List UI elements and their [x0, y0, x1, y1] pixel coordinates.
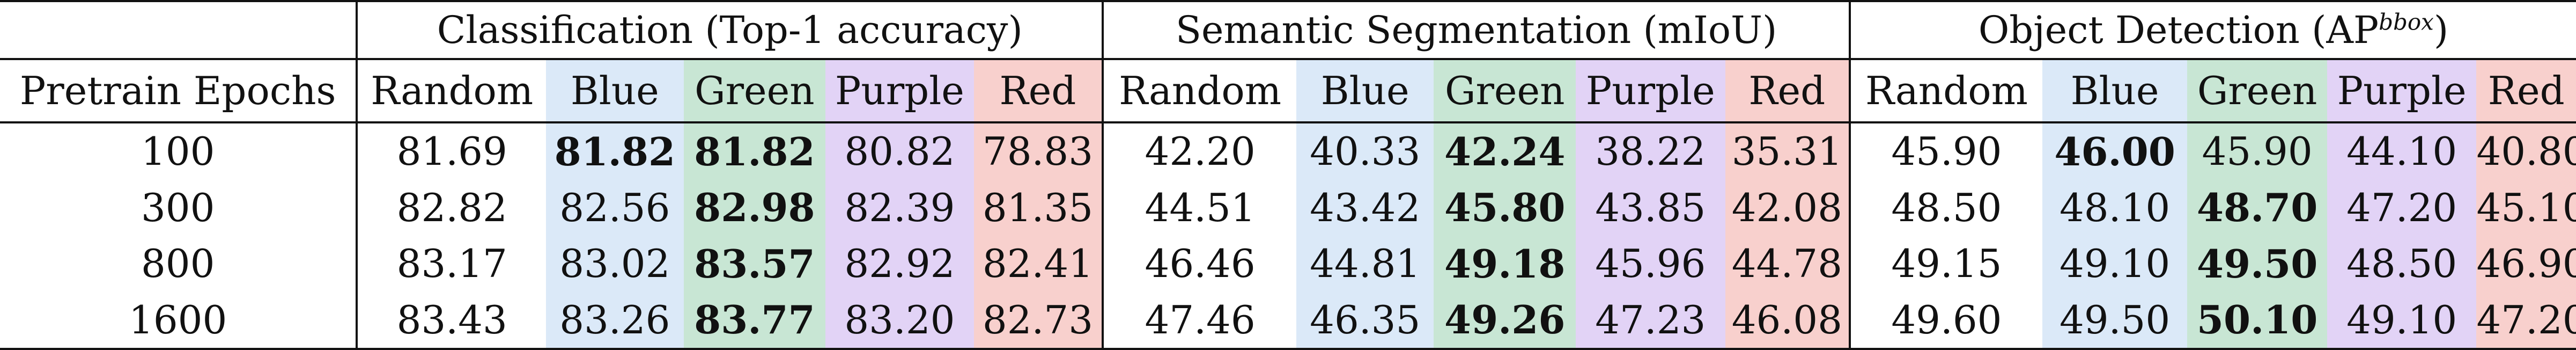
group-label-detection: Object Detection (AP — [1978, 8, 2379, 52]
cell-cls-red: 81.35 — [973, 179, 1104, 236]
cell-seg-blue: 44.81 — [1296, 235, 1434, 292]
cell-seg-random: 46.46 — [1145, 241, 1256, 287]
cell-det-purple: 44.10 — [2327, 122, 2477, 180]
cell-seg-green: 42.24 — [1434, 122, 1576, 180]
cell-seg-blue: 43.42 — [1296, 179, 1434, 236]
subheader-row: Pretrain Epochs Random Blue Green Purple Red… — [0, 59, 2576, 123]
cell-cls-red: 78.83 — [973, 122, 1104, 180]
cell-cls-green: 81.82 — [683, 122, 826, 180]
cell-det-random: 49.60 — [1850, 291, 2042, 350]
table-row: 800 83.17 83.02 83.57 82.92 82.41 46.46 44.81 49… — [0, 235, 2576, 292]
cell-cls-purple: 82.39 — [825, 179, 974, 236]
table-body: 100 81.69 81.82 81.82 80.82 78.83 42.20 40.33 42… — [0, 122, 2576, 350]
cell-seg-blue: 40.33 — [1296, 122, 1434, 180]
cell-cls-random: 83.43 — [357, 291, 547, 350]
cell-cls-green: 83.77 — [683, 291, 826, 350]
subheader-seg-random: Random — [1103, 59, 1296, 123]
cell-det-red: 40.80 — [2476, 122, 2576, 180]
subheader-cls-purple: Purple — [825, 59, 974, 123]
cell-cls-blue: 81.82 — [546, 122, 684, 180]
epoch-cell: 100 — [0, 122, 358, 180]
cell-seg-green: 45.80 — [1434, 179, 1576, 236]
cell-cls-purple: 82.92 — [825, 235, 974, 292]
subheader-cls-random: Random — [357, 59, 547, 123]
table-row: 1600 83.43 83.26 83.77 83.20 82.73 47.46 46.35 4… — [0, 291, 2576, 350]
cell-det-purple: 49.10 — [2327, 291, 2477, 350]
group-header-detection: Object Detection (APbbox) — [1850, 0, 2576, 60]
corner-cell — [0, 0, 358, 60]
cell-seg-red: 46.08 — [1725, 291, 1851, 350]
cell-seg-red: 35.31 — [1725, 122, 1851, 180]
cell-seg-purple: 38.22 — [1576, 122, 1725, 180]
subheader-det-red: Red — [2476, 59, 2576, 123]
cell-seg-blue: 46.35 — [1296, 291, 1434, 350]
cell-cls-red: 82.41 — [973, 235, 1104, 292]
subheader-seg-red: Red — [1725, 59, 1851, 123]
epoch-cell: 800 — [0, 235, 358, 292]
cell-det-red: 47.20 — [2476, 291, 2576, 350]
cell-det-green: 48.70 — [2187, 179, 2327, 236]
cell-seg-random: 42.20 — [1145, 129, 1256, 174]
cell-det-red: 46.90 — [2476, 235, 2576, 292]
cell-det-blue: 49.50 — [2042, 291, 2188, 350]
cell-cls-blue: 83.26 — [546, 291, 684, 350]
cell-cls-random: 83.17 — [396, 241, 507, 287]
epoch-cell: 300 — [0, 179, 358, 236]
group-label-segmentation: Semantic Segmentation (mIoU) — [1176, 8, 1777, 52]
cell-cls-red: 82.73 — [973, 291, 1104, 350]
cell-cls-random: 81.69 — [396, 129, 507, 174]
group-header-row: Classification (Top-1 accuracy) Semantic… — [0, 0, 2576, 60]
subheader-cls-blue: Blue — [546, 59, 684, 123]
cell-cls-green: 82.98 — [683, 179, 826, 236]
cell-cls-blue: 83.02 — [546, 235, 684, 292]
epoch-cell: 1600 — [0, 291, 358, 350]
cell-det-blue: 48.10 — [2042, 179, 2188, 236]
group-label-detection-sup: bbox — [2379, 9, 2434, 35]
cell-cls-purple: 80.82 — [825, 122, 974, 180]
cell-seg-red: 44.78 — [1725, 235, 1851, 292]
cell-det-random: 48.50 — [1891, 185, 2002, 230]
cell-seg-purple: 47.23 — [1576, 291, 1725, 350]
table-row: 100 81.69 81.82 81.82 80.82 78.83 42.20 40.33 42… — [0, 122, 2576, 180]
subheader-seg-purple: Purple — [1576, 59, 1725, 123]
cell-cls-blue: 82.56 — [546, 179, 684, 236]
cell-seg-green: 49.26 — [1434, 291, 1576, 350]
cell-det-red: 45.10 — [2476, 179, 2576, 236]
subheader-det-green: Green — [2187, 59, 2327, 123]
group-header-segmentation: Semantic Segmentation (mIoU) — [1103, 0, 1851, 60]
cell-det-green: 50.10 — [2187, 291, 2327, 350]
subheader-det-blue: Blue — [2042, 59, 2188, 123]
cell-det-green: 45.90 — [2187, 122, 2327, 180]
cell-seg-random: 44.51 — [1145, 185, 1256, 230]
subheader-cls-green: Green — [683, 59, 826, 123]
subheader-cls-red: Red — [973, 59, 1104, 123]
cell-seg-green: 49.18 — [1434, 235, 1576, 292]
cell-det-green: 49.50 — [2187, 235, 2327, 292]
subheader-seg-green: Green — [1434, 59, 1576, 123]
cell-det-purple: 48.50 — [2327, 235, 2477, 292]
cell-det-blue: 46.00 — [2042, 122, 2188, 180]
subheader-det-random: Random — [1850, 59, 2042, 123]
cell-det-blue: 49.10 — [2042, 235, 2188, 292]
subheader-det-purple: Purple — [2327, 59, 2477, 123]
pretrain-epochs-header: Pretrain Epochs — [0, 59, 358, 123]
cell-det-random: 45.90 — [1891, 129, 2002, 174]
table-row: 300 82.82 82.56 82.98 82.39 81.35 44.51 43.42 45… — [0, 179, 2576, 236]
cell-cls-random: 82.82 — [396, 185, 507, 230]
subheader-seg-blue: Blue — [1296, 59, 1434, 123]
cell-seg-purple: 45.96 — [1576, 235, 1725, 292]
cell-cls-green: 83.57 — [683, 235, 826, 292]
cell-cls-purple: 83.20 — [825, 291, 974, 350]
group-header-classification: Classification (Top-1 accuracy) — [357, 0, 1104, 60]
group-label-detection-suffix: ) — [2433, 8, 2449, 52]
cell-seg-red: 42.08 — [1725, 179, 1851, 236]
cell-det-random: 49.15 — [1891, 241, 2002, 287]
cell-seg-random: 47.46 — [1103, 291, 1296, 350]
group-label-classification: Classification (Top-1 accuracy) — [437, 8, 1023, 52]
cell-det-purple: 47.20 — [2327, 179, 2477, 236]
cell-seg-purple: 43.85 — [1576, 179, 1725, 236]
